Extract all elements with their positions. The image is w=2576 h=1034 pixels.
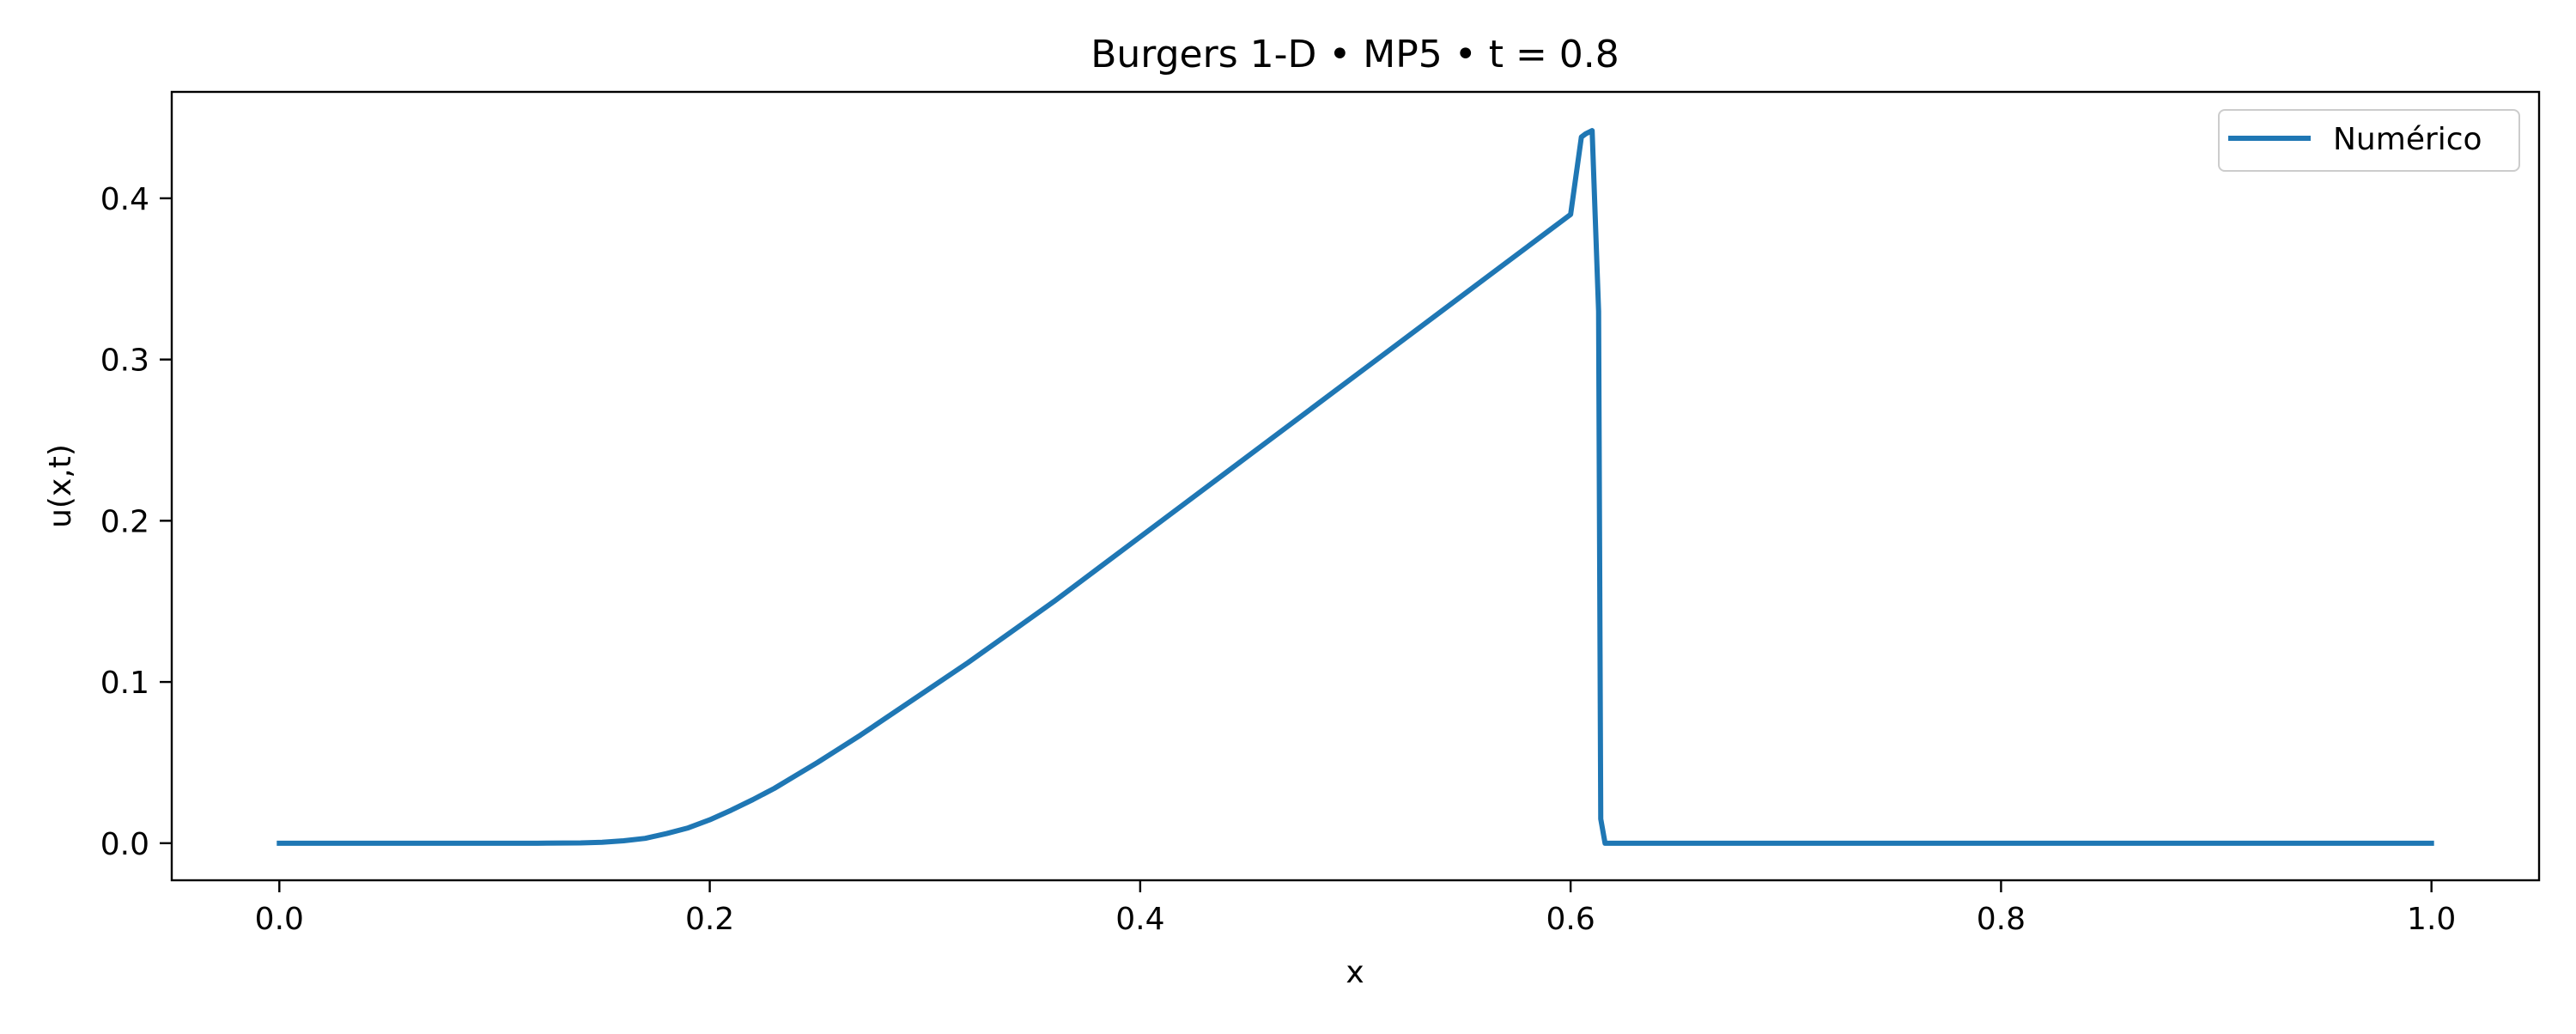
y-tick-label: 0.2 — [100, 504, 149, 539]
y-tick-label: 0.4 — [100, 182, 149, 217]
x-tick-label: 1.0 — [2407, 902, 2456, 937]
chart-title: Burgers 1-D • MP5 • t = 0.8 — [1091, 33, 1619, 76]
x-tick-label: 0.4 — [1115, 902, 1164, 937]
y-axis-ticks: 0.0 0.1 0.2 0.3 0.4 — [100, 182, 172, 862]
x-axis-label: x — [1346, 955, 1364, 990]
x-axis-ticks: 0.0 0.2 0.4 0.6 0.8 1.0 — [255, 880, 2456, 937]
series-layer — [276, 128, 2434, 846]
x-tick-label: 0.6 — [1546, 902, 1595, 937]
series-line-0 — [276, 128, 2434, 846]
legend-label-numerico: Numérico — [2333, 122, 2482, 157]
legend: Numérico — [2218, 109, 2520, 172]
y-axis-label: u(x,t) — [43, 444, 78, 528]
x-tick-label: 0.2 — [685, 902, 734, 937]
plot-area-frame — [170, 90, 2541, 882]
y-tick-label: 0.1 — [100, 666, 149, 701]
y-tick-label: 0.3 — [100, 344, 149, 379]
legend-box — [2218, 109, 2520, 172]
x-tick-label: 0.0 — [255, 902, 304, 937]
x-tick-label: 0.8 — [1977, 902, 2026, 937]
y-tick-label: 0.0 — [100, 827, 149, 862]
